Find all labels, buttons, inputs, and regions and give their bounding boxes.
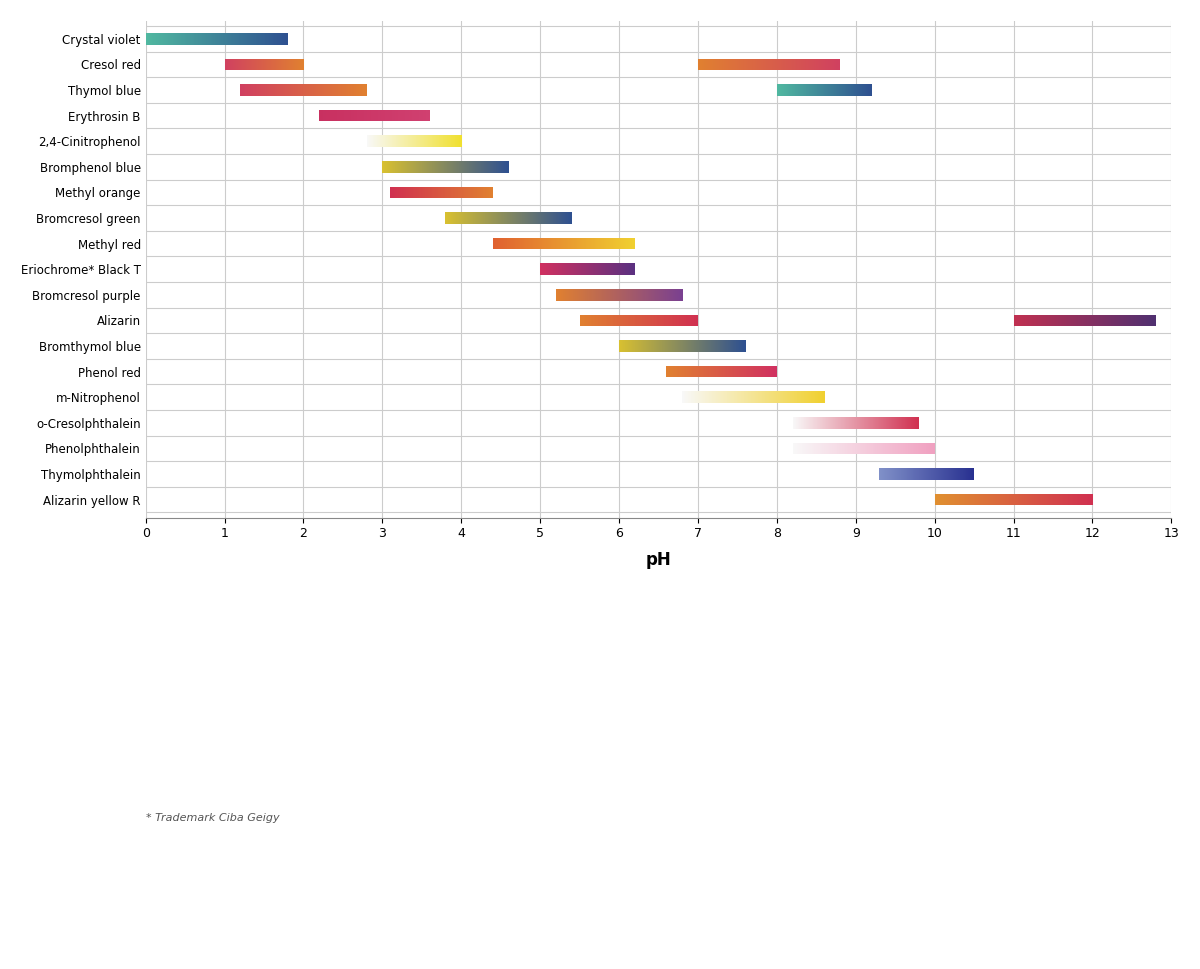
X-axis label: pH: pH <box>646 551 671 570</box>
Text: * Trademark Ciba Geigy: * Trademark Ciba Geigy <box>145 813 280 824</box>
